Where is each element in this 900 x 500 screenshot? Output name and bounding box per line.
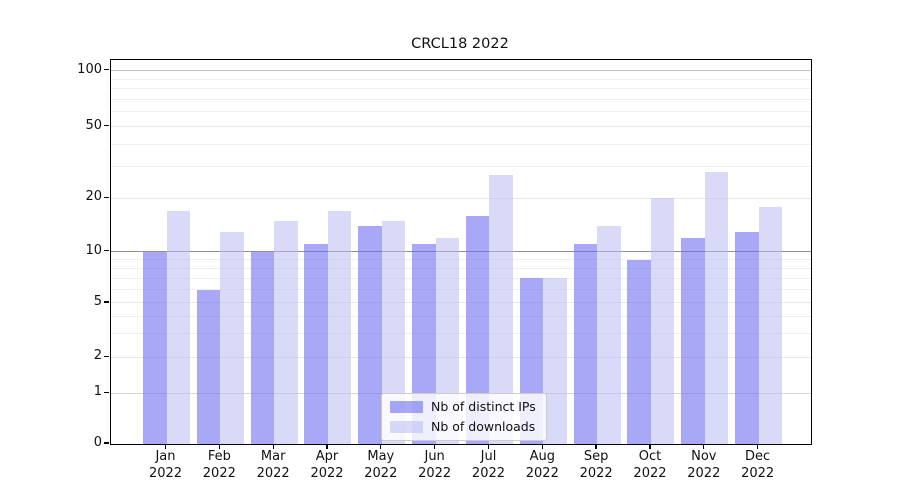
y-tick-label-10: 10 <box>85 242 102 258</box>
gridline-minor-90 <box>111 78 811 80</box>
legend-row-downloads: Nb of downloads <box>390 419 538 434</box>
bar-downloads-dec <box>758 206 783 444</box>
x-tick-mark-mar <box>272 444 274 450</box>
gridline-minor-3 <box>111 332 811 334</box>
x-tick-label-jul: Jul 2022 <box>471 449 506 481</box>
bar-distinct-ips-apr <box>304 244 328 444</box>
bar-downloads-jan <box>166 210 190 444</box>
bar-distinct-ips-mar <box>250 251 275 444</box>
bar-downloads-sep <box>597 225 621 444</box>
x-tick-label-nov: Nov 2022 <box>687 449 721 481</box>
x-tick-label-mar: Mar 2022 <box>256 449 290 481</box>
bar-downloads-apr <box>327 210 352 444</box>
x-tick-label-apr: Apr 2022 <box>310 449 344 481</box>
gridline-minor-60 <box>111 111 811 113</box>
y-tick-mark-2 <box>104 355 109 358</box>
x-tick-label-jun: Jun 2022 <box>418 449 452 481</box>
y-tick-label-50: 50 <box>85 117 102 133</box>
bar-downloads-jun <box>435 237 460 444</box>
gridline-50 <box>111 126 811 128</box>
gridline-minor-9 <box>111 258 811 260</box>
gridline-minor-7 <box>111 277 811 279</box>
x-tick-label-jan: Jan 2022 <box>148 449 183 481</box>
y-tick-label-1: 1 <box>93 384 102 400</box>
bar-distinct-ips-oct <box>627 259 651 444</box>
legend-swatch-distinct-ips <box>390 400 423 413</box>
x-tick-mark-dec <box>756 444 759 450</box>
x-tick-mark-jun <box>434 444 436 450</box>
gridline-10 <box>111 251 811 253</box>
x-tick-mark-may <box>380 444 382 450</box>
y-tick-mark-10 <box>104 250 109 252</box>
legend-swatch-downloads <box>390 420 423 433</box>
legend: Nb of distinct IPs Nb of downloads <box>381 393 547 441</box>
y-tick-mark-100 <box>104 69 109 71</box>
x-tick-label-sep: Sep 2022 <box>579 449 613 481</box>
gridline-minor-40 <box>111 143 811 145</box>
plot-area <box>110 59 812 445</box>
gridline-minor-30 <box>111 166 811 168</box>
chart-title: CRCL18 2022 <box>411 36 509 52</box>
gridline-100 <box>111 70 811 72</box>
y-tick-mark-50 <box>104 125 109 127</box>
x-tick-mark-jan <box>164 444 167 450</box>
legend-label-downloads: Nb of downloads <box>431 419 536 434</box>
x-tick-mark-aug <box>541 444 543 450</box>
y-tick-mark-5 <box>104 301 109 303</box>
bar-distinct-ips-nov <box>681 237 705 444</box>
gridline-minor-6 <box>111 289 811 290</box>
bar-downloads-mar <box>274 220 298 444</box>
gridline-2 <box>111 356 811 358</box>
gridline-minor-4 <box>111 315 811 317</box>
bar-distinct-ips-jul <box>465 215 490 444</box>
x-tick-label-aug: Aug 2022 <box>525 449 559 481</box>
legend-label-distinct-ips: Nb of distinct IPs <box>431 399 536 414</box>
gridline-minor-70 <box>111 99 811 101</box>
bar-distinct-ips-jan <box>143 251 167 444</box>
bar-distinct-ips-may <box>358 225 382 444</box>
y-tick-mark-20 <box>104 196 109 199</box>
gridline-5 <box>111 302 811 304</box>
bar-downloads-oct <box>650 198 675 444</box>
y-tick-label-5: 5 <box>93 293 102 309</box>
y-tick-label-0: 0 <box>93 435 102 450</box>
x-tick-mark-feb <box>218 444 220 450</box>
bar-downloads-feb <box>220 231 244 444</box>
y-tick-label-100: 100 <box>77 61 102 77</box>
gridline-20 <box>111 197 811 199</box>
gridline-minor-8 <box>111 267 811 269</box>
bar-downloads-nov <box>704 172 729 444</box>
bar-downloads-jul <box>489 174 513 444</box>
x-tick-mark-apr <box>326 444 328 450</box>
x-tick-mark-oct <box>649 444 651 450</box>
y-tick-mark-0 <box>104 442 109 444</box>
x-tick-label-feb: Feb 2022 <box>202 449 236 481</box>
bar-distinct-ips-dec <box>735 231 759 444</box>
bar-distinct-ips-sep <box>573 244 598 444</box>
x-tick-mark-nov <box>703 444 705 450</box>
y-tick-mark-1 <box>104 391 109 393</box>
x-tick-label-oct: Oct 2022 <box>633 449 667 481</box>
gridline-minor-80 <box>111 88 811 90</box>
x-tick-mark-sep <box>595 444 597 450</box>
y-tick-label-2: 2 <box>93 348 102 364</box>
bar-distinct-ips-feb <box>196 289 221 444</box>
legend-row-distinct-ips: Nb of distinct IPs <box>390 399 538 414</box>
x-tick-label-dec: Dec 2022 <box>741 449 775 481</box>
bar-downloads-may <box>381 220 406 444</box>
x-tick-label-may: May 2022 <box>364 449 398 481</box>
x-tick-mark-jul <box>487 444 490 450</box>
bar-downloads-aug <box>543 278 567 444</box>
y-tick-label-20: 20 <box>85 189 102 205</box>
